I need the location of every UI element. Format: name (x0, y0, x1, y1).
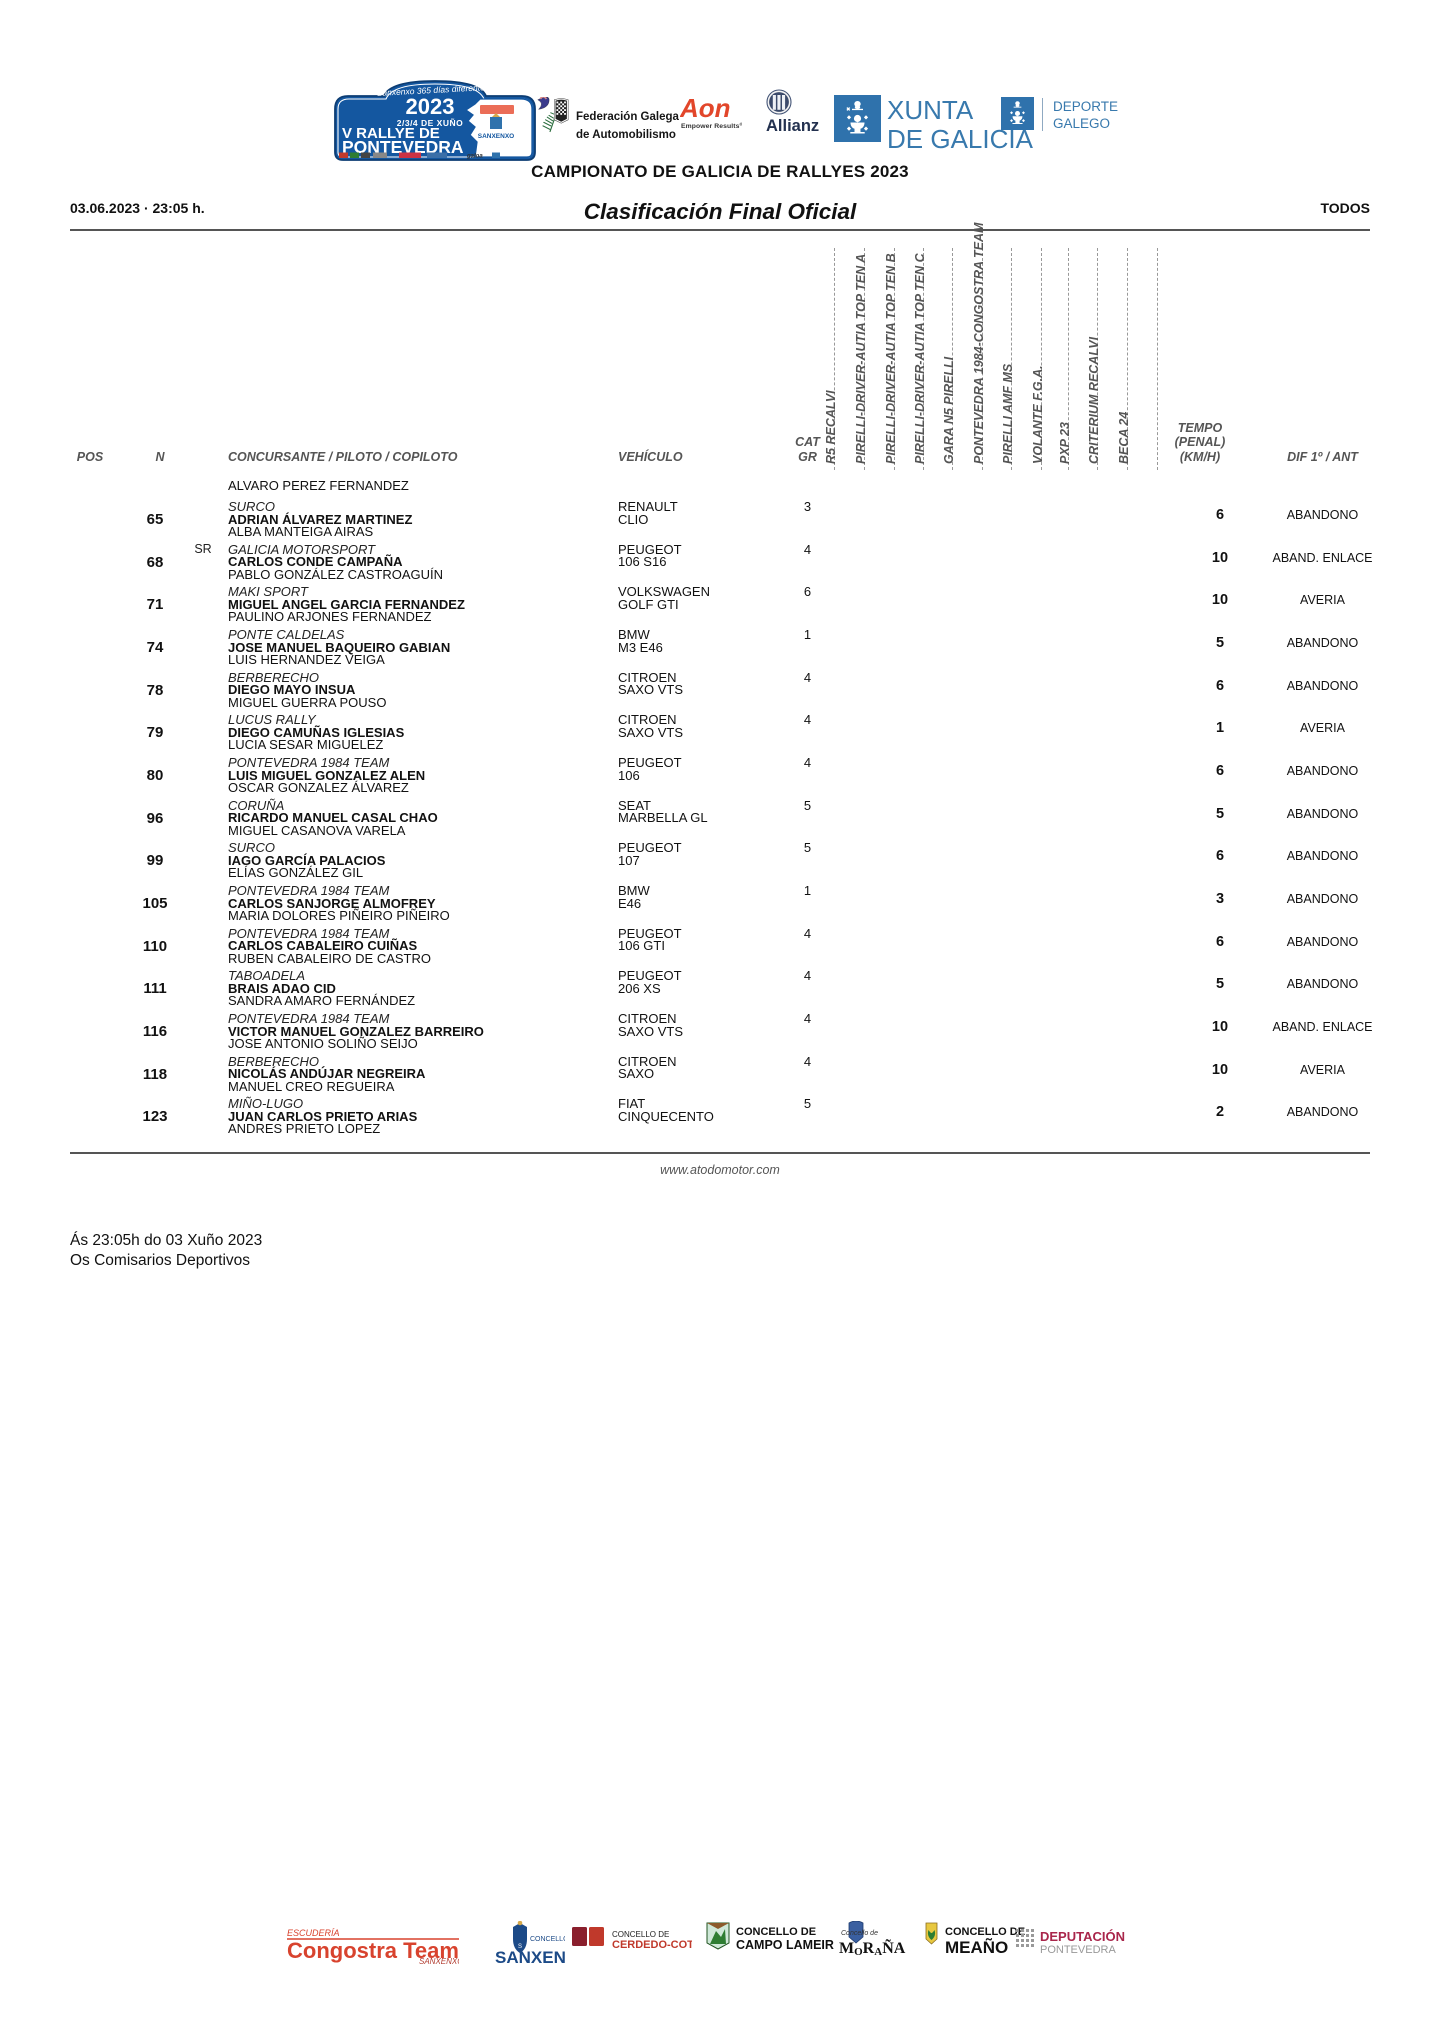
svg-text:ESCUDERÍA: ESCUDERÍA (287, 1928, 340, 1938)
svg-text:MEAÑO: MEAÑO (945, 1937, 1008, 1957)
svg-text:CONCELLO DE: CONCELLO DE (945, 1926, 1025, 1938)
svg-text:galoa: galoa (466, 154, 483, 160)
svg-text:Concello de: Concello de (841, 1930, 878, 1937)
svg-text:SANXENXO: SANXENXO (478, 133, 514, 140)
svg-text:DEPUTACIÓN: DEPUTACIÓN (1040, 1929, 1125, 1944)
svg-text:CERDEDO-COTOBADE: CERDEDO-COTOBADE (612, 1939, 692, 1951)
svg-text:SANXENXO: SANXENXO (495, 1948, 565, 1967)
svg-text:MORAÑA: MORAÑA (839, 1938, 906, 1958)
svg-text:PONTEVEDRA: PONTEVEDRA (1040, 1944, 1116, 1956)
svg-text:CAMPO LAMEIRO: CAMPO LAMEIRO (736, 1938, 834, 1952)
svg-text:CONCELLO DE: CONCELLO DE (612, 1930, 669, 1939)
svg-text:2023: 2023 (406, 94, 455, 119)
svg-text:CONCELLO DE: CONCELLO DE (736, 1926, 816, 1938)
svg-text:Aon: Aon (680, 93, 731, 123)
svg-text:Allianz: Allianz (766, 117, 819, 135)
svg-text:de Automobilismo: de Automobilismo (576, 129, 676, 141)
svg-text:Federación Galega: Federación Galega (576, 111, 680, 123)
svg-text:SANXENXO: SANXENXO (419, 1957, 459, 1965)
svg-text:CONCELLO DE: CONCELLO DE (530, 1936, 565, 1943)
